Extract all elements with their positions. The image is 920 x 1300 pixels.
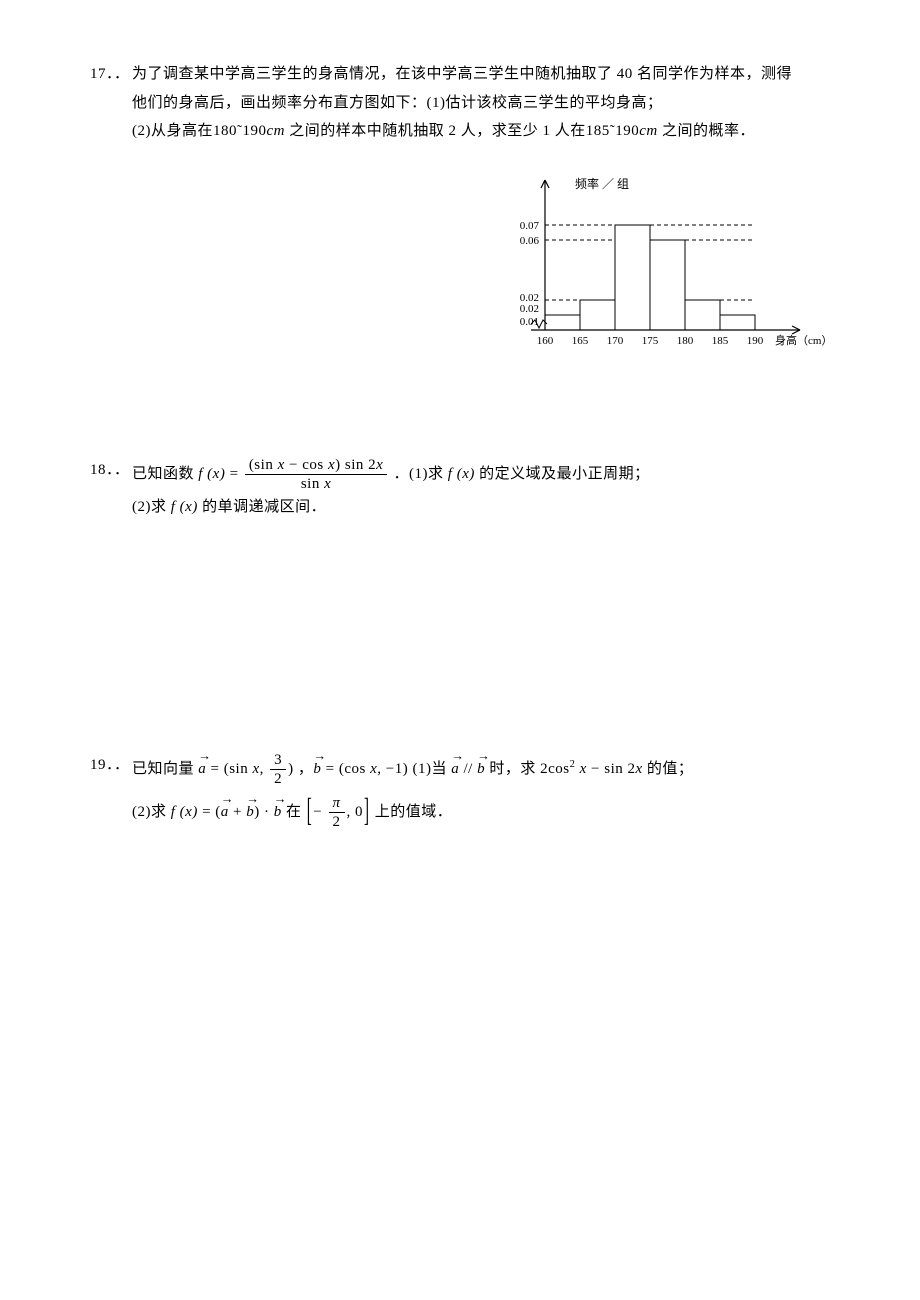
unit: cm bbox=[639, 123, 658, 139]
text: 已知向量 bbox=[132, 761, 198, 777]
vector-a: a bbox=[221, 798, 229, 827]
text: (2)求 bbox=[132, 499, 171, 515]
fraction: 32 bbox=[270, 751, 286, 788]
svg-text:170: 170 bbox=[607, 335, 624, 347]
problem-17-line2: 他们的身高后，画出频率分布直方图如下：(1)估计该校高三学生的平均身高； bbox=[90, 89, 840, 118]
text: 为了调查某中学高三学生的身高情况，在该中学高三学生中随机抽取了 40 名同学作为… bbox=[132, 66, 792, 82]
left-bracket: [ bbox=[307, 781, 313, 844]
range: 185˜190 bbox=[586, 123, 640, 139]
problem-19-line1: 19．．已知向量 a = (sin x, 32) ，b = (cos x, −1… bbox=[90, 751, 840, 788]
text: 之间的概率． bbox=[658, 123, 755, 139]
svg-text:0.07: 0.07 bbox=[520, 220, 540, 232]
text: ．(1)求 bbox=[389, 465, 448, 481]
svg-text:180: 180 bbox=[677, 335, 694, 347]
svg-text:160: 160 bbox=[537, 335, 554, 347]
vector-b: b bbox=[246, 798, 254, 827]
vector-b: b bbox=[477, 755, 485, 784]
problem-18-line1: 18．．已知函数 f (x) = (sin x − cos x) sin 2xs… bbox=[90, 456, 840, 493]
problem-17: 17．．为了调查某中学高三学生的身高情况，在该中学高三学生中随机抽取了 40 名… bbox=[90, 60, 840, 146]
svg-text:0.06: 0.06 bbox=[520, 235, 540, 247]
denominator: sin x bbox=[245, 475, 387, 493]
text: 之间的样本中随机抽取 2 人，求至少 1 人在 bbox=[285, 123, 586, 139]
unit: cm bbox=[267, 123, 286, 139]
svg-text:190: 190 bbox=[747, 335, 764, 347]
problem-number: 18．． bbox=[90, 456, 132, 485]
problem-18-line2: (2)求 f (x) 的单调递减区间． bbox=[90, 493, 840, 522]
histogram-chart: 0.070.060.020.020.0116016517017518018519… bbox=[490, 170, 870, 380]
text: 他们的身高后，画出频率分布直方图如下：(1)估计该校高三学生的平均身高； bbox=[132, 95, 663, 111]
vector-a: a bbox=[198, 755, 206, 784]
svg-text:165: 165 bbox=[572, 335, 589, 347]
svg-text:0.02: 0.02 bbox=[520, 303, 539, 315]
svg-text:身高（cm）: 身高（cm） bbox=[775, 333, 832, 347]
fx: f (x) bbox=[171, 804, 198, 820]
fraction: π2 bbox=[329, 794, 345, 831]
fx: f (x) bbox=[448, 465, 475, 481]
text: 已知函数 bbox=[132, 465, 198, 481]
problem-19-line2: (2)求 f (x) = (a + b) · b 在 [− π2, 0] 上的值… bbox=[90, 794, 840, 831]
problem-17-text: 17．．为了调查某中学高三学生的身高情况，在该中学高三学生中随机抽取了 40 名… bbox=[90, 60, 840, 89]
problem-18: 18．．已知函数 f (x) = (sin x − cos x) sin 2xs… bbox=[90, 456, 840, 522]
fx: f (x) bbox=[198, 465, 225, 481]
svg-text:频率 ／ 组: 频率 ／ 组 bbox=[575, 176, 629, 191]
problem-17-line3: (2)从身高在180˜190cm 之间的样本中随机抽取 2 人，求至少 1 人在… bbox=[90, 117, 840, 146]
text: 的定义域及最小正周期； bbox=[475, 465, 650, 481]
eq: = bbox=[225, 465, 242, 481]
problem-19: 19．．已知向量 a = (sin x, 32) ，b = (cos x, −1… bbox=[90, 751, 840, 831]
range: 180˜190 bbox=[213, 123, 267, 139]
right-bracket: ] bbox=[364, 781, 370, 844]
svg-text:185: 185 bbox=[712, 335, 729, 347]
text: (2)从身高在 bbox=[132, 123, 213, 139]
svg-text:0.01: 0.01 bbox=[520, 316, 539, 328]
fx: f (x) bbox=[171, 499, 198, 515]
problem-number: 19．． bbox=[90, 751, 132, 780]
problem-number: 17．． bbox=[90, 60, 132, 89]
svg-text:175: 175 bbox=[642, 335, 659, 347]
vector-b: b bbox=[313, 755, 321, 784]
text: = (sin bbox=[206, 761, 252, 777]
text: 的单调递减区间． bbox=[198, 499, 326, 515]
fraction: (sin x − cos x) sin 2xsin x bbox=[245, 456, 387, 493]
numerator: (sin x − cos x) sin 2x bbox=[245, 456, 387, 475]
vector-b: b bbox=[274, 798, 282, 827]
vector-a: a bbox=[451, 755, 459, 784]
